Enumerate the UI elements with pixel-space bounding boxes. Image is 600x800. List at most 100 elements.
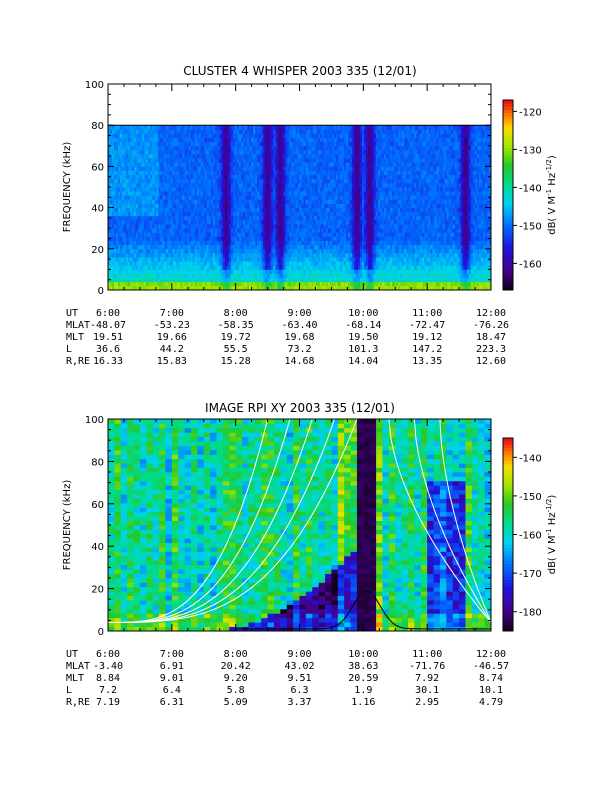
- spectrogram-cell: [263, 195, 266, 200]
- spectrogram-cell: [144, 277, 147, 283]
- spectrogram-cell: [202, 203, 206, 208]
- spectrogram-cell: [214, 191, 218, 196]
- spectrogram-cell: [253, 125, 256, 130]
- spectrogram-cell: [126, 141, 129, 147]
- spectrogram-cell: [166, 158, 169, 163]
- spectrogram-cell: [204, 203, 208, 208]
- spectrogram-cell: [224, 191, 228, 196]
- spectrogram-cell: [305, 133, 308, 138]
- spectrogram-cell: [265, 174, 268, 180]
- spectrogram-cell: [241, 261, 244, 266]
- spectrogram-cell: [327, 277, 331, 283]
- spectrogram-cell: [176, 187, 179, 192]
- spectrogram-cell: [303, 187, 306, 192]
- spectrogram-cell: [301, 145, 304, 151]
- spectrogram-cell: [243, 277, 246, 283]
- spectrogram-cell: [305, 252, 308, 258]
- spectrogram-cell: [184, 277, 188, 283]
- spectrogram-cell: [237, 224, 240, 229]
- spectrogram-cell: [355, 269, 359, 274]
- spectrogram-cell: [257, 158, 260, 163]
- spectrogram-cell: [188, 269, 192, 274]
- spectrogram-cell: [202, 244, 206, 250]
- spectrogram-cell: [152, 178, 155, 184]
- spectrogram-cell: [164, 252, 167, 258]
- spectrogram-cell: [337, 265, 341, 270]
- spectrogram-cell: [297, 133, 300, 138]
- spectrogram-cell: [279, 285, 282, 291]
- spectrogram-cell: [243, 219, 246, 225]
- spectrogram-cell: [210, 203, 214, 208]
- spectrogram-cell: [138, 191, 141, 196]
- spectrogram-cell: [126, 285, 129, 291]
- spectrogram-cell: [285, 199, 288, 204]
- spectrogram-cell: [178, 232, 181, 237]
- spectrogram-cell: [108, 129, 111, 134]
- spectrogram-cell: [168, 174, 171, 180]
- spectrogram-cell: [164, 224, 167, 229]
- spectrogram-cell: [347, 203, 351, 208]
- spectrogram-cell: [323, 133, 327, 138]
- spectrogram-cell: [317, 244, 321, 250]
- spectrogram-cell: [343, 195, 347, 200]
- spectrogram-cell: [249, 137, 252, 143]
- spectrogram-cell: [243, 133, 246, 138]
- spectrogram-cell: [239, 129, 242, 134]
- spectrogram-cell: [239, 203, 242, 208]
- spectrogram-cell: [289, 224, 292, 229]
- spectrogram-cell: [128, 162, 131, 167]
- spectrogram-cell: [329, 240, 333, 246]
- spectrogram-cell: [144, 195, 147, 200]
- spectrogram-cell: [134, 224, 137, 229]
- spectrogram-cell: [202, 195, 206, 200]
- spectrogram-cell: [345, 158, 349, 163]
- spectrogram-cell: [120, 191, 123, 196]
- spectrogram-cell: [132, 277, 135, 283]
- spectrogram-cell: [335, 170, 339, 176]
- spectrogram-cell: [142, 236, 145, 241]
- spectrogram-cell: [120, 228, 123, 233]
- spectrogram-cell: [299, 187, 302, 192]
- spectrogram-cell: [118, 166, 121, 171]
- spectrogram-cell: [335, 154, 339, 159]
- spectrogram-cell: [128, 170, 131, 176]
- spectrogram-cell: [118, 149, 121, 155]
- spectrogram-cell: [194, 154, 198, 159]
- spectrogram-cell: [234, 187, 238, 192]
- spectrogram-cell: [176, 285, 179, 291]
- spectrogram-cell: [251, 162, 254, 167]
- spectrogram-cell: [255, 211, 258, 217]
- spectrogram-cell: [120, 133, 123, 138]
- spectrogram-cell: [160, 269, 163, 274]
- spectrogram-cell: [247, 207, 250, 213]
- spectrogram-cell: [285, 265, 288, 270]
- spectrogram-cell: [182, 191, 185, 196]
- spectrogram-cell: [120, 137, 123, 143]
- spectrogram-cell: [353, 248, 357, 254]
- spectrogram-cell: [263, 257, 266, 262]
- spectrogram-cell: [206, 129, 210, 134]
- spectrogram-cell: [114, 269, 117, 274]
- spectrogram-cell: [210, 191, 214, 196]
- spectrogram-cell: [194, 129, 198, 134]
- spectrogram-cell: [224, 182, 228, 188]
- spectrogram-cell: [108, 252, 111, 258]
- spectrogram-cell: [132, 285, 135, 291]
- spectrogram-cell: [351, 191, 355, 196]
- spectrogram-cell: [355, 203, 359, 208]
- spectrogram-cell: [152, 277, 155, 283]
- spectrogram-cell: [357, 240, 361, 246]
- spectrogram-cell: [146, 285, 149, 291]
- spectrogram-cell: [339, 232, 343, 237]
- spectrogram-cell: [138, 244, 141, 250]
- spectrogram-cell: [317, 228, 321, 233]
- spectrogram-cell: [343, 273, 347, 279]
- spectrogram-cell: [152, 199, 155, 204]
- spectrogram-cell: [116, 265, 119, 270]
- spectrogram-cell: [325, 191, 329, 196]
- spectrogram-cell: [319, 162, 323, 167]
- spectrogram-cell: [218, 191, 222, 196]
- spectrogram-cell: [122, 244, 125, 250]
- spectrogram-cell: [180, 203, 183, 208]
- spectrogram-cell: [273, 170, 276, 176]
